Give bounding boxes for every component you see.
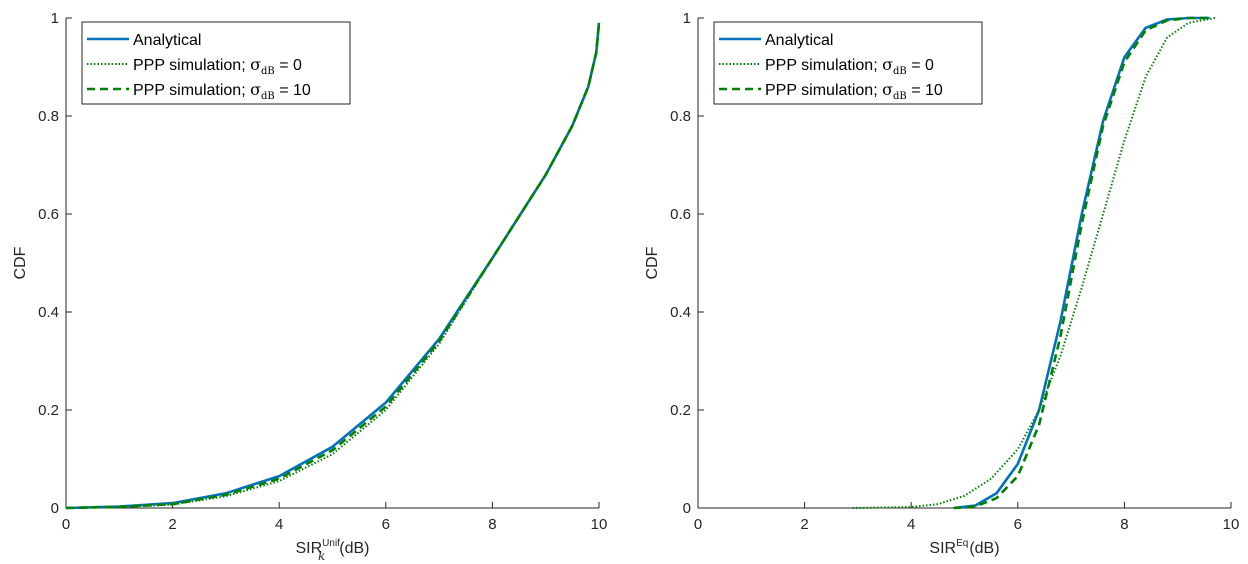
legend-sigma: σ	[882, 80, 893, 99]
legend-prefix: PPP simulation;	[765, 57, 882, 74]
legend-entry: PPP simulation; σdB = 10	[765, 80, 943, 102]
y-tick-label: 1	[51, 10, 59, 27]
legend-entry: PPP simulation; σdB = 0	[133, 55, 302, 77]
x-axis-label: SIREq(dB)	[929, 538, 999, 557]
x-tick-label: 0	[62, 516, 70, 533]
x-tick-label: 2	[168, 516, 176, 533]
x-tick-label: 0	[694, 516, 702, 533]
x-axis-label: SIRUnif k (dB)	[296, 538, 370, 563]
x-axis-label-sub: k	[318, 549, 325, 563]
y-axis-label: CDF	[644, 246, 661, 279]
y-tick-label: 0	[51, 500, 59, 517]
chart-panel-2: 0 2 4 6 8 10 0 0.2 0.4 0.6 0.8 1 CDF SIREq(dB) Analyti…	[644, 10, 1239, 557]
series-line-dashed	[953, 16, 1210, 510]
legend-entry: PPP simulation; σdB = 0	[765, 55, 934, 77]
chart-panel-1: 0 2 4 6 8 10 0 0.2 0.4 0.6 0.8 1 CDF SIRUnif k (dB) Anal…	[12, 10, 607, 563]
legend-suffix: = 0	[275, 57, 302, 74]
x-tick-label: 6	[1014, 516, 1022, 533]
y-tick-label: 0.8	[670, 108, 691, 125]
legend-sigma: σ	[250, 55, 261, 74]
x-tick-label: 4	[275, 516, 283, 533]
legend-sigma: σ	[250, 80, 261, 99]
x-tick-label: 10	[1223, 516, 1240, 533]
x-axis-label-sup: Eq	[956, 538, 968, 549]
series-line-solid	[953, 16, 1210, 510]
legend-prefix: PPP simulation;	[133, 82, 250, 99]
legend-suffix: = 10	[907, 82, 943, 99]
x-axis-label-unit: (dB)	[339, 540, 369, 557]
series-line-dotted	[852, 17, 1216, 509]
x-tick-label: 10	[591, 516, 608, 533]
series-line-dashed	[65, 22, 601, 510]
x-tick-label: 8	[488, 516, 496, 533]
y-tick-label: 0.2	[38, 402, 59, 419]
y-tick-label: 0.6	[670, 206, 691, 223]
y-tick-label: 1	[683, 10, 691, 27]
y-tick-label: 0.4	[38, 304, 59, 321]
x-axis-label-sup: Unif	[322, 538, 340, 549]
legend-prefix: PPP simulation;	[765, 82, 882, 99]
y-tick-label: 0.6	[38, 206, 59, 223]
x-tick-label: 4	[907, 516, 915, 533]
y-tick-label: 0.2	[670, 402, 691, 419]
y-axis-label: CDF	[12, 246, 29, 279]
legend-sub: dB	[261, 91, 275, 102]
legend-sub: dB	[893, 91, 907, 102]
legend-sigma: σ	[882, 55, 893, 74]
legend-prefix: PPP simulation;	[133, 57, 250, 74]
legend-entry: Analytical	[133, 32, 201, 49]
y-tick-label: 0.8	[38, 108, 59, 125]
legend-entry: Analytical	[765, 32, 833, 49]
x-tick-label: 2	[800, 516, 808, 533]
x-axis-label-main: SIR	[929, 540, 956, 557]
x-tick-label: 6	[382, 516, 390, 533]
series-line-dotted	[65, 22, 600, 509]
y-tick-label: 0.4	[670, 304, 691, 321]
x-axis-label-main: SIR	[296, 540, 323, 557]
legend-entry: PPP simulation; σdB = 10	[133, 80, 311, 102]
legend-sub: dB	[261, 66, 275, 77]
legend-sub: dB	[893, 66, 907, 77]
legend-prefix: Analytical	[133, 32, 201, 49]
legend-suffix: = 0	[907, 57, 934, 74]
legend-suffix: = 10	[275, 82, 311, 99]
x-axis-label-unit: (dB)	[969, 540, 999, 557]
legend-prefix: Analytical	[765, 32, 833, 49]
y-tick-label: 0	[683, 500, 691, 517]
x-tick-label: 8	[1120, 516, 1128, 533]
